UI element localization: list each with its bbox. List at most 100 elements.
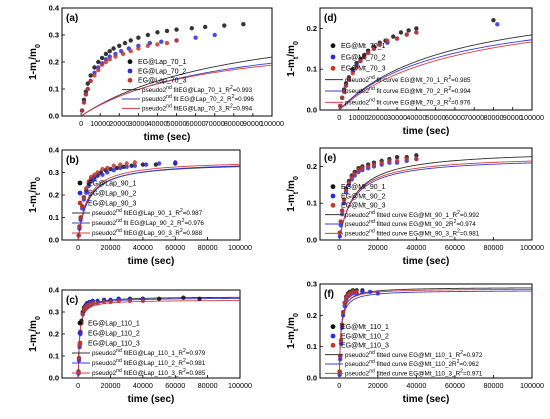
data-point <box>338 341 344 346</box>
data-point <box>100 172 105 177</box>
legend-label: EG@Lap_70_2 <box>138 68 186 75</box>
data-point <box>164 28 170 34</box>
legend-marker <box>77 330 83 336</box>
data-point <box>377 42 382 47</box>
data-point <box>155 30 160 35</box>
data-point <box>358 58 363 64</box>
chart-panel-5: 0 20000 40000 60000 80000 100000 0.0 0.1 0.2 0.3 0… <box>28 286 252 406</box>
chart-panel-6: 0 20000 40000 60000 80000 100000 0.0 0.1 0.2 0.3 (… <box>286 280 544 406</box>
data-point <box>105 170 110 175</box>
data-point <box>379 160 384 165</box>
x-tick-label: 40000 <box>147 119 167 128</box>
panel-label: (d) <box>324 13 337 24</box>
data-point <box>339 208 345 213</box>
data-point <box>414 26 419 31</box>
legend-label: pseudo2nd fitted curve EG@Mt_90_3_R2=0.9… <box>345 229 480 238</box>
data-point <box>136 35 141 40</box>
data-point <box>346 180 352 186</box>
data-point <box>78 215 83 220</box>
x-tick-label: 100000 <box>260 119 284 128</box>
data-point <box>90 301 95 306</box>
x-tick-label: 60000 <box>445 113 465 122</box>
data-point <box>339 325 345 331</box>
data-point <box>96 59 101 65</box>
data-point <box>96 67 101 73</box>
legend-marker <box>330 193 336 199</box>
data-point <box>92 65 97 70</box>
data-point <box>80 204 85 209</box>
legend-marker <box>330 324 336 330</box>
fit-curve <box>338 160 532 240</box>
legend-label: pseudo2nd fitted curve EG@Mt_110_2R2=0.9… <box>345 359 479 368</box>
data-point <box>360 289 365 295</box>
y-tick-label: 0.3 <box>49 31 59 40</box>
legend-label: EG@Lap_90_3 <box>88 200 136 207</box>
x-axis-label: time (sec) <box>144 132 191 143</box>
chart-panel-2: 0 10000 20000 30000 40000 50000 60000 70000 8000… <box>286 7 544 137</box>
data-point <box>132 163 138 168</box>
data-point <box>371 46 377 51</box>
y-tick-label: 0.0 <box>49 236 59 245</box>
x-tick-label: 10000 <box>349 113 369 122</box>
y-tick-label: 0.4 <box>49 286 60 295</box>
panel-label: (e) <box>324 153 336 164</box>
data-point <box>122 40 128 46</box>
legend-label: EG@Mt_90_2 <box>341 193 386 200</box>
data-point <box>340 310 346 315</box>
data-point <box>100 166 105 172</box>
data-point <box>107 49 112 54</box>
x-tick-label: 100000 <box>520 243 544 252</box>
y-tick-label: 0.0 <box>307 236 317 245</box>
x-axis-label: time (sec) <box>128 394 175 405</box>
data-point <box>354 64 359 70</box>
data-point <box>99 62 105 67</box>
data-point <box>86 179 91 184</box>
data-point <box>356 167 361 173</box>
data-point <box>181 295 186 300</box>
data-point <box>398 30 404 35</box>
plot-area <box>79 22 272 116</box>
y-tick-label: 0.3 <box>49 308 59 317</box>
y-tick-label: 0.0 <box>307 374 317 383</box>
legend-marker <box>330 202 336 208</box>
data-point <box>414 156 419 162</box>
data-point <box>339 322 345 327</box>
data-point <box>197 296 202 301</box>
data-point <box>120 51 126 57</box>
plot-area <box>337 153 532 240</box>
data-point <box>350 71 355 76</box>
x-tick-label: 90000 <box>503 113 523 122</box>
x-axis-label: time (sec) <box>128 256 175 267</box>
data-point <box>394 158 400 164</box>
data-point <box>174 38 179 43</box>
data-point <box>156 296 162 301</box>
x-tick-label: 40000 <box>406 243 426 252</box>
x-tick-label: 40000 <box>133 381 153 390</box>
x-tick-label: 0 <box>79 119 83 128</box>
data-point <box>339 95 345 100</box>
data-point <box>95 170 100 175</box>
data-point <box>118 162 123 167</box>
panel-label: (a) <box>66 13 78 24</box>
legend-label: pseudo2nd fitEG@Lap_90_3_R2=0.988 <box>92 228 203 237</box>
data-point <box>155 42 160 47</box>
data-point <box>193 35 198 40</box>
data-point <box>92 73 97 78</box>
legend-label: pseudo2nd fitEG@Lap_70_1_R2=0.993 <box>142 85 253 94</box>
data-point <box>362 54 367 60</box>
legend-marker <box>330 43 336 49</box>
x-tick-label: 0 <box>76 381 80 390</box>
legend-label: pseudo2nd fit curve EG@Mt_70_3_R2=0.976 <box>345 98 471 107</box>
data-point <box>99 55 105 61</box>
y-tick-label: 0.4 <box>49 4 60 13</box>
legend: EG@Lap_110_1 EG@Lap_110_2 EG@Lap_110_3pseu… <box>72 320 206 377</box>
plot-area <box>337 287 532 378</box>
data-point <box>88 174 94 180</box>
x-tick-label: 40000 <box>406 113 426 122</box>
legend-label: EG@Mt_70_2 <box>341 54 386 61</box>
data-point <box>343 83 349 88</box>
data-point <box>85 86 90 92</box>
y-axis-label: 1-mt/m0 <box>286 176 300 212</box>
data-point <box>491 18 496 23</box>
